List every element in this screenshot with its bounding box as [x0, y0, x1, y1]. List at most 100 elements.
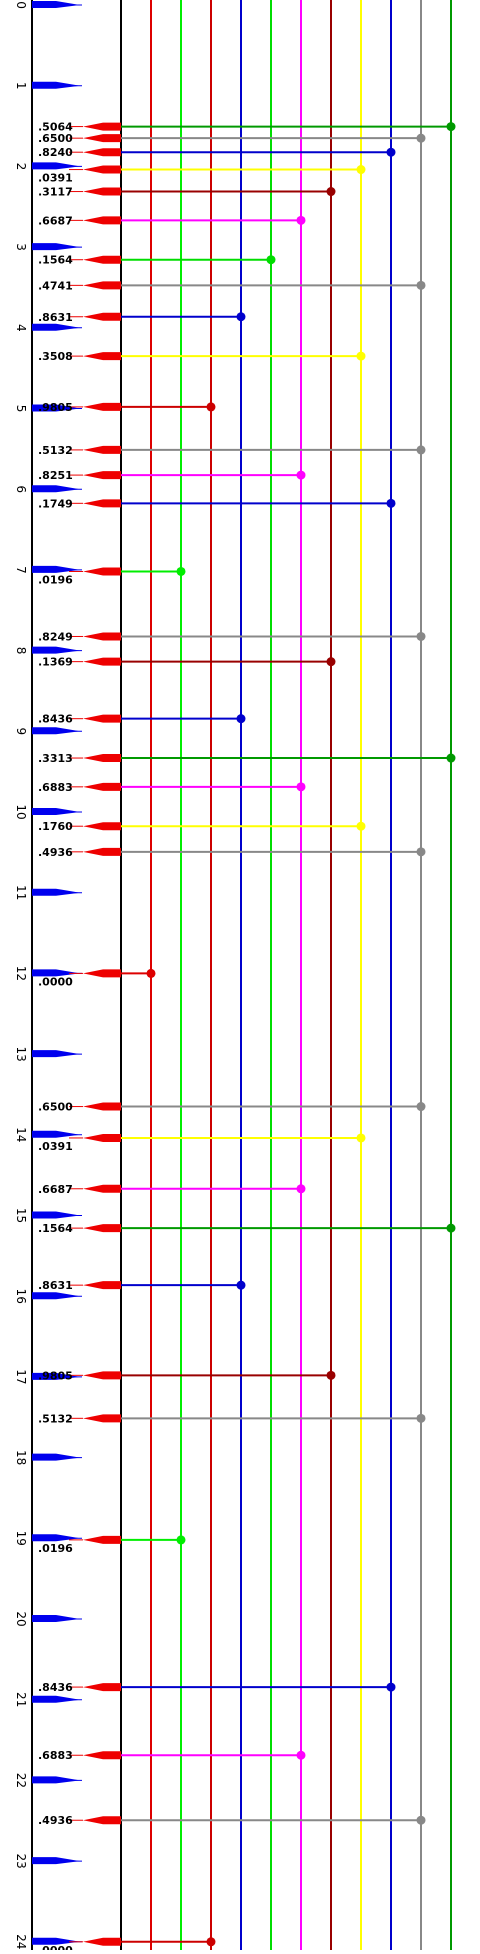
event-dot-16	[326, 657, 336, 667]
event-pointer-0	[83, 122, 121, 131]
event-dot-7	[416, 280, 426, 290]
event-label: .9805	[38, 1369, 73, 1382]
event-marks-group: .5064.6500.8240.0391.3117.6687.1564.4741…	[38, 121, 456, 1954]
scale-label: 3	[14, 243, 28, 251]
event-dot-17	[236, 714, 246, 724]
event-dot-1	[416, 133, 426, 143]
event-pointer-31	[83, 1683, 121, 1692]
scale-label: 19	[14, 1531, 28, 1546]
event-pointer-23	[83, 1102, 121, 1111]
event-label: .4936	[38, 1814, 73, 1827]
event-pointer-17	[83, 714, 121, 723]
event-label: .6687	[38, 1183, 73, 1196]
event-pointer-27	[83, 1281, 121, 1290]
event-label: .5132	[38, 444, 73, 457]
event-dot-19	[296, 782, 306, 792]
scale-label: 17	[14, 1369, 28, 1384]
event-dot-20	[356, 821, 366, 831]
event-label: .4936	[38, 846, 73, 859]
event-dot-29	[416, 1413, 426, 1423]
scale-label: 7	[14, 566, 28, 574]
event-dot-2	[386, 147, 396, 157]
event-label: .1749	[38, 497, 73, 510]
event-pointer-16	[83, 657, 121, 666]
event-label: .0000	[38, 1944, 73, 1950]
event-label: .9805	[38, 401, 73, 414]
event-dot-21	[416, 847, 426, 857]
event-pointer-22	[83, 969, 121, 978]
event-dot-9	[356, 351, 366, 361]
event-pointer-25	[83, 1184, 121, 1193]
event-dot-27	[236, 1280, 246, 1290]
event-dot-26	[446, 1223, 456, 1233]
event-dot-24	[356, 1133, 366, 1143]
scale-label: 11	[14, 885, 28, 900]
event-dot-22	[146, 968, 156, 978]
event-label: .8631	[38, 1279, 73, 1292]
event-dot-30	[176, 1535, 186, 1545]
event-dot-10	[206, 402, 216, 412]
event-label: .4741	[38, 279, 73, 292]
event-dot-34	[206, 1937, 216, 1947]
event-pointer-33	[83, 1816, 121, 1825]
scale-label: 6	[14, 485, 28, 493]
event-pointer-2	[83, 148, 121, 157]
scale-label: 9	[14, 727, 28, 735]
event-pointer-24	[83, 1133, 121, 1142]
event-label: .6883	[38, 1749, 73, 1762]
scale-label: 4	[14, 324, 28, 332]
event-pointer-15	[83, 632, 121, 641]
event-pointer-3	[83, 165, 121, 174]
event-dot-5	[296, 215, 306, 225]
event-pointer-19	[83, 782, 121, 791]
event-dot-31	[386, 1682, 396, 1692]
event-dot-12	[296, 470, 306, 480]
scale-label: 13	[14, 1046, 28, 1061]
event-dot-11	[416, 445, 426, 455]
event-dot-14	[176, 566, 186, 576]
event-pointer-28	[83, 1371, 121, 1380]
event-label: .1564	[38, 254, 73, 267]
event-pointer-32	[83, 1751, 121, 1760]
event-pointer-4	[83, 187, 121, 196]
event-label: .1564	[38, 1222, 73, 1235]
event-dot-32	[296, 1750, 306, 1760]
event-dot-15	[416, 631, 426, 641]
event-pointer-10	[83, 402, 121, 411]
event-pointer-34	[83, 1937, 121, 1946]
event-pointer-20	[83, 822, 121, 831]
scale-label: 8	[14, 647, 28, 655]
event-label: .8251	[38, 469, 73, 482]
scale-label: 20	[14, 1611, 28, 1626]
event-label: .8436	[38, 1681, 73, 1694]
scale-label: 24	[14, 1934, 28, 1949]
event-pointer-11	[83, 445, 121, 454]
event-label: .3313	[38, 752, 73, 765]
event-pointer-13	[83, 499, 121, 508]
event-pointer-12	[83, 471, 121, 480]
scale-label: 21	[14, 1692, 28, 1707]
event-pointer-29	[83, 1414, 121, 1423]
event-label: .3117	[38, 186, 73, 199]
event-label: .8631	[38, 311, 73, 324]
event-pointer-5	[83, 216, 121, 225]
event-label: .6883	[38, 781, 73, 794]
event-dot-23	[416, 1102, 426, 1112]
event-label: .8436	[38, 713, 73, 726]
column-lines-group	[150, 0, 452, 1950]
scale-label: 15	[14, 1208, 28, 1223]
event-label: .8249	[38, 630, 73, 643]
event-pointer-26	[83, 1224, 121, 1233]
event-dot-18	[446, 753, 456, 763]
event-dot-33	[416, 1815, 426, 1825]
event-pointer-14	[83, 567, 121, 576]
event-label: .0196	[38, 573, 73, 586]
scale-label: 22	[14, 1773, 28, 1788]
event-label: .1760	[38, 820, 73, 833]
event-pointer-30	[83, 1535, 121, 1544]
scale-label: 5	[14, 405, 28, 413]
event-label: .5132	[38, 1412, 73, 1425]
event-pointer-21	[83, 847, 121, 856]
